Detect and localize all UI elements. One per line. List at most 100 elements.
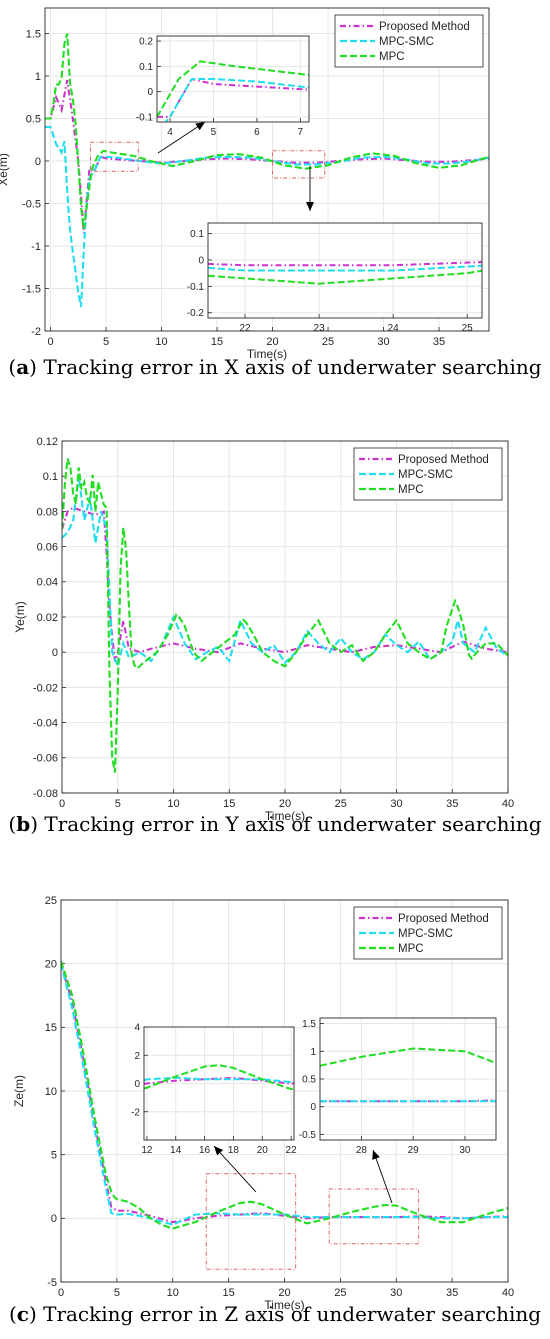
inset-a-0-frame [156,35,310,123]
main-b-ytick-label: 0 [52,647,58,659]
series-line-mpc [45,33,489,230]
main-c-frame [60,899,509,1283]
main-a-xtick-label: 10 [155,336,167,348]
inset-c-1-frame [319,1017,497,1141]
main-a-ytick-label: 1 [35,71,41,83]
series-line-mpcsmc [208,264,482,272]
inset-c-0-xtick-label: 14 [170,1145,182,1156]
main-a-xtick-label: 15 [211,336,223,348]
main-a-frame [44,7,490,332]
series-line-mpc [62,458,508,773]
main-c-xtick-label: 20 [278,1287,290,1299]
main-a-ytick-label: -1.5 [22,283,41,295]
inset-a-0-xtick-label: 7 [298,127,304,138]
legend-label-mpcsmc: MPC-SMC [398,928,453,940]
zoom-arrow-line-a-0 [157,121,206,154]
y-axis-label-c: Ze(m) [12,1075,26,1107]
main-a-xtick-label: 25 [322,336,334,348]
main-b-xtick-label: 5 [115,798,121,810]
inset-c-1-ytick-label: 0 [310,1102,316,1113]
main-a-xtick-label: 0 [47,336,53,348]
legend-label-mpc: MPC [398,943,424,955]
main-c-xtick-label: 10 [167,1287,179,1299]
main-a-xtick-label: 20 [266,336,278,348]
chart-b: 0 5 10 15 20 25 30 35 40 -0.08 -0.06 -0.04 -0.02 0 0.0… [13,436,514,823]
inset-a-1: 22 23 24 25 -0.2 -0.1 0 0.1 [187,222,483,334]
zoom-arrow-line-c-1 [372,1149,393,1204]
inset-a-0-ytick-label: 0.1 [139,62,153,73]
main-b-ytick-label: 0.04 [37,577,58,589]
main-b-ytick-label: -0.04 [33,717,58,729]
main-c-xtick-label: 15 [223,1287,235,1299]
caption-a: (a) Tracking error in X axis of underwat… [8,355,542,379]
zoom-arrow-head-a-1 [306,202,314,211]
inset-c-0-xtick-label: 12 [141,1145,153,1156]
inset-c-0-frame [143,1026,295,1141]
main-a-ytick-label: -1 [31,241,41,253]
inset-c-1-xtick-label: 28 [356,1145,368,1156]
zoom-box-c-0 [205,1173,297,1270]
series-line-mpcsmc [164,78,309,122]
inset-a-0-xtick-label: 5 [211,127,217,138]
inset-a-1-xtick-label: 24 [388,323,400,334]
series-line-mpc [61,960,508,1230]
main-c-ytick-label: 5 [51,1150,57,1162]
main-a-ytick-label: -0.5 [22,198,41,210]
legend-box [334,14,484,68]
main-c-ytick-label: 20 [45,959,57,971]
main-a-ytick-label: 1.5 [26,28,41,40]
inset-a-1-xtick-label: 25 [462,323,474,334]
inset-c-0-xtick-label: 16 [199,1145,211,1156]
main-b-ytick-label: 0.02 [37,612,58,624]
inset-c-1-ytick-label: 1 [310,1047,316,1058]
inset-c-0-xtick-label: 22 [286,1145,298,1156]
inset-a-1-ytick-label: 0 [198,255,204,266]
inset-c-0: 12 14 16 18 20 22 -2 0 2 4 [131,1023,297,1157]
main-c-ytick-label: 25 [45,895,57,907]
inset-a-0-ytick-label: 0 [147,87,153,98]
legend-label-proposed: Proposed Method [398,454,489,466]
legend-box [353,447,503,501]
inset-a-0-ytick-label: 0.2 [139,37,153,48]
series-line-mpc [157,60,309,118]
main-c-xtick-label: 35 [446,1287,458,1299]
main-c-ytick-label: 0 [51,1213,57,1225]
inset-c-1-ytick-label: 0.5 [302,1075,316,1086]
legend-label-mpc: MPC [379,51,405,63]
main-b-xtick-label: 20 [279,798,291,810]
zoom-box-a-1 [272,150,326,179]
main-b-frame [61,440,509,794]
main-c-xtick-label: 40 [502,1287,514,1299]
main-c-xtick-label: 25 [334,1287,346,1299]
inset-c-1: 28 29 30 -0.5 0 0.5 1 1.5 [299,1017,497,1156]
main-c-xtick-label: 5 [114,1287,120,1299]
inset-a-1-frame [207,222,483,319]
inset-a-0-xtick-label: 4 [167,127,173,138]
series-line-mpcsmc [61,963,508,1226]
main-c-xtick-label: 30 [390,1287,402,1299]
main-a-ytick-label: -2 [31,326,41,338]
x-axis-label-b: Time(s) [265,809,305,823]
series-line-proposed [320,1099,496,1103]
series-line-mpc [320,1047,496,1067]
series-line-proposed [157,78,309,118]
zoom-arrow-head-c-0 [214,1146,224,1156]
main-b-xtick-label: 0 [59,798,65,810]
main-b-xtick-label: 30 [390,798,402,810]
inset-c-1-ytick-label: -0.5 [299,1130,317,1141]
legend-label-proposed: Proposed Method [398,913,489,925]
legend-label-mpc: MPC [398,484,424,496]
x-axis-label-a: Time(s) [247,347,287,361]
zoom-arrow-head-c-1 [372,1150,380,1160]
zoom-arrow-line-c-0 [213,1145,257,1193]
zoom-arrow-head-a-0 [195,122,205,131]
main-b-ytick-label: -0.02 [33,682,58,694]
y-axis-label-a: Xe(m) [0,153,10,186]
inset-c-0-xtick-label: 20 [257,1145,269,1156]
legend-box [353,906,503,960]
main-b-ytick-label: 0.06 [37,541,58,553]
main-a-ytick-label: 0 [35,156,41,168]
main-c-ytick-label: 15 [45,1022,57,1034]
y-axis-label-b: Ye(m) [13,601,27,633]
